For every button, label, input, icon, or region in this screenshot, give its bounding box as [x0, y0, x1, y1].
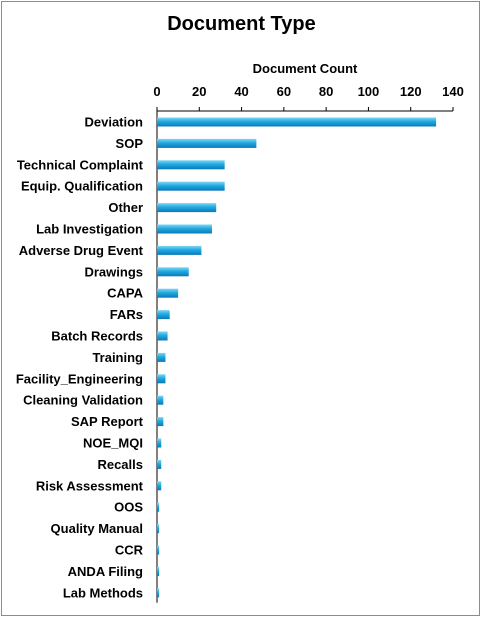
bar — [157, 160, 225, 170]
bar — [157, 267, 189, 277]
category-label: OOS — [114, 500, 143, 515]
x-tick-label: 0 — [153, 84, 160, 99]
category-label: Batch Records — [51, 329, 143, 344]
category-label: Training — [92, 350, 143, 365]
bar — [157, 117, 437, 127]
bar — [157, 545, 160, 555]
bar — [157, 203, 217, 213]
category-label: ANDA Filing — [68, 564, 143, 579]
bar — [157, 566, 160, 576]
category-label: NOE_MQI — [83, 436, 143, 451]
bar — [157, 502, 160, 512]
category-label: Deviation — [84, 115, 143, 130]
x-tick-label: 100 — [358, 84, 380, 99]
category-label: CAPA — [107, 286, 143, 301]
x-tick-label: 20 — [192, 84, 206, 99]
x-tick-label: 80 — [319, 84, 333, 99]
bar — [157, 459, 162, 469]
x-axis-ticks: 0 20 40 60 80 100 120 140 — [153, 84, 464, 111]
category-label: Quality Manual — [51, 521, 143, 536]
bar — [157, 417, 164, 427]
bar — [157, 310, 170, 320]
category-label: SAP Report — [71, 414, 144, 429]
bar — [157, 481, 162, 491]
bar — [157, 224, 212, 234]
bar — [157, 395, 164, 405]
bar — [157, 524, 160, 534]
x-axis-title: Document Count — [253, 61, 358, 76]
category-label: Adverse Drug Event — [19, 243, 144, 258]
category-label: Cleaning Validation — [23, 393, 143, 408]
bars-group — [157, 117, 437, 598]
category-label: Other — [108, 200, 143, 215]
bar — [157, 438, 162, 448]
x-tick-label: 60 — [277, 84, 291, 99]
bar — [157, 245, 202, 255]
category-label: CCR — [115, 543, 144, 558]
bar — [157, 138, 257, 148]
chart-title: Document Type — [167, 13, 316, 35]
bar — [157, 181, 225, 191]
bar — [157, 374, 166, 384]
category-label: Recalls — [97, 457, 143, 472]
category-label: Drawings — [84, 264, 143, 279]
bar — [157, 588, 160, 598]
x-tick-label: 140 — [442, 84, 464, 99]
category-label: Risk Assessment — [36, 478, 144, 493]
bar — [157, 352, 166, 362]
category-labels: Deviation SOP Technical Complaint Equip. Qu… — [16, 115, 144, 601]
category-label: Lab Methods — [63, 585, 143, 600]
category-label: FARs — [110, 307, 143, 322]
x-tick-label: 120 — [400, 84, 422, 99]
x-tick-label: 40 — [234, 84, 248, 99]
bar — [157, 331, 168, 341]
bar — [157, 288, 179, 298]
category-label: Technical Complaint — [17, 157, 144, 172]
category-label: Lab Investigation — [36, 222, 143, 237]
category-label: SOP — [116, 136, 144, 151]
category-label: Facility_Engineering — [16, 371, 143, 386]
category-label: Equip. Qualification — [21, 179, 143, 194]
